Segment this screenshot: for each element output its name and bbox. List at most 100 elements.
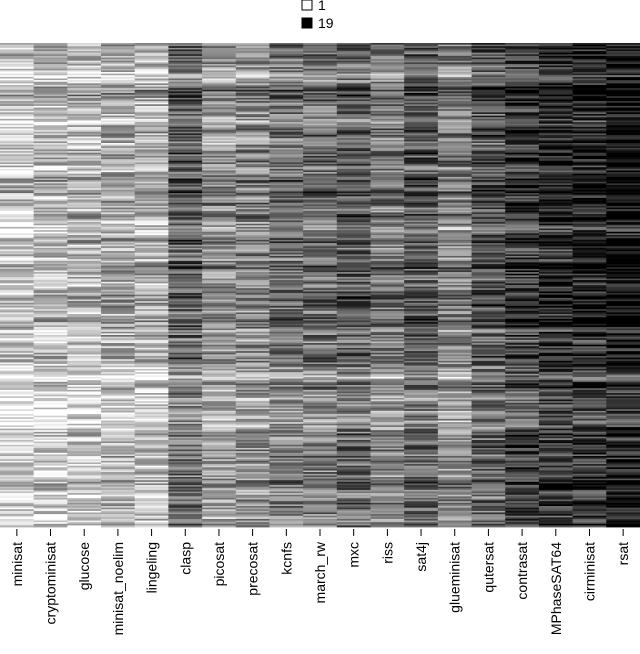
heatmap-cell — [505, 276, 540, 279]
heatmap-cell — [303, 467, 338, 470]
heatmap-cell — [101, 168, 136, 171]
heatmap-cell — [235, 414, 270, 417]
heatmap-cell — [437, 120, 472, 123]
heatmap-cell — [336, 180, 371, 183]
heatmap-cell — [134, 49, 169, 52]
heatmap-cell — [404, 349, 439, 352]
heatmap-cell — [33, 236, 68, 239]
heatmap-cell — [202, 326, 237, 329]
heatmap-cell — [505, 128, 540, 131]
heatmap-cell — [303, 268, 338, 271]
heatmap-cell — [303, 497, 338, 500]
heatmap-cell — [269, 299, 304, 302]
heatmap-cell — [336, 70, 371, 73]
heatmap-cell — [235, 105, 270, 108]
heatmap-cell — [303, 96, 338, 99]
heatmap-cell — [471, 485, 506, 488]
heatmap-cell — [202, 167, 237, 170]
heatmap-cell — [303, 262, 338, 265]
heatmap-cell — [269, 486, 304, 489]
heatmap-cell — [404, 435, 439, 438]
heatmap-cell — [235, 407, 270, 410]
heatmap-cell — [134, 76, 169, 79]
heatmap-cell — [0, 464, 35, 467]
heatmap-cell — [235, 378, 270, 381]
heatmap-cell — [235, 112, 270, 115]
heatmap-cell — [202, 462, 237, 465]
heatmap-cell — [404, 481, 439, 484]
heatmap-cell — [235, 491, 270, 494]
heatmap-cell — [437, 201, 472, 204]
heatmap-cell — [235, 326, 270, 329]
heatmap-cell — [303, 323, 338, 326]
heatmap-cell — [404, 170, 439, 173]
heatmap-cell — [370, 214, 405, 217]
heatmap-cell — [471, 365, 506, 368]
heatmap-cell — [336, 280, 371, 283]
heatmap-cell — [134, 59, 169, 62]
heatmap-cell — [168, 517, 203, 520]
heatmap-cell — [404, 307, 439, 310]
heatmap-cell — [101, 443, 136, 446]
heatmap-cell — [471, 391, 506, 394]
heatmap-cell — [134, 412, 169, 415]
heatmap-cell — [505, 104, 540, 107]
heatmap-cell — [471, 456, 506, 459]
heatmap-cell — [0, 128, 35, 131]
heatmap-cell — [67, 228, 102, 231]
heatmap-cell — [235, 54, 270, 57]
heatmap-cell — [505, 205, 540, 208]
heatmap-cell — [67, 49, 102, 52]
heatmap-cell — [404, 246, 439, 249]
heatmap-cell — [202, 175, 237, 178]
heatmap-cell — [134, 480, 169, 483]
heatmap-cell — [0, 349, 35, 352]
heatmap-cell — [336, 346, 371, 349]
heatmap-cell — [336, 125, 371, 128]
heatmap-cell — [67, 170, 102, 173]
heatmap-cell — [404, 133, 439, 136]
heatmap-cell — [235, 376, 270, 379]
heatmap-cell — [437, 144, 472, 147]
heatmap-cell — [33, 307, 68, 310]
heatmap-cell — [101, 423, 136, 426]
heatmap-cell — [269, 249, 304, 252]
heatmap-cell — [202, 425, 237, 428]
heatmap-cell — [202, 241, 237, 244]
heatmap-cell — [336, 488, 371, 491]
heatmap-cell — [202, 385, 237, 388]
heatmap-cell — [67, 112, 102, 115]
heatmap-cell — [336, 457, 371, 460]
heatmap-cell — [33, 146, 68, 149]
heatmap-cell — [370, 415, 405, 418]
heatmap-cell — [336, 209, 371, 212]
heatmap-cell — [471, 255, 506, 258]
heatmap-cell — [269, 485, 304, 488]
heatmap-cell — [370, 485, 405, 488]
heatmap-cell — [370, 401, 405, 404]
heatmap-cell — [336, 349, 371, 352]
heatmap-cell — [168, 188, 203, 191]
heatmap-cell — [101, 497, 136, 500]
heatmap-cell — [370, 62, 405, 65]
heatmap-cell — [269, 354, 304, 357]
heatmap-cell — [404, 84, 439, 87]
heatmap-cell — [404, 184, 439, 187]
heatmap-cell — [471, 109, 506, 112]
heatmap-cell — [336, 220, 371, 223]
heatmap-cell — [168, 452, 203, 455]
heatmap-cell — [202, 91, 237, 94]
heatmap-cell — [303, 314, 338, 317]
heatmap-cell — [101, 164, 136, 167]
heatmap-cell — [370, 506, 405, 509]
heatmap-cell — [471, 272, 506, 275]
heatmap-cell — [303, 157, 338, 160]
heatmap-cell — [202, 109, 237, 112]
heatmap-cell — [134, 430, 169, 433]
heatmap-cell — [404, 47, 439, 50]
heatmap-cell — [269, 515, 304, 518]
heatmap-cell — [336, 101, 371, 104]
heatmap-cell — [0, 247, 35, 250]
heatmap-cell — [505, 123, 540, 126]
heatmap-cell — [303, 101, 338, 104]
